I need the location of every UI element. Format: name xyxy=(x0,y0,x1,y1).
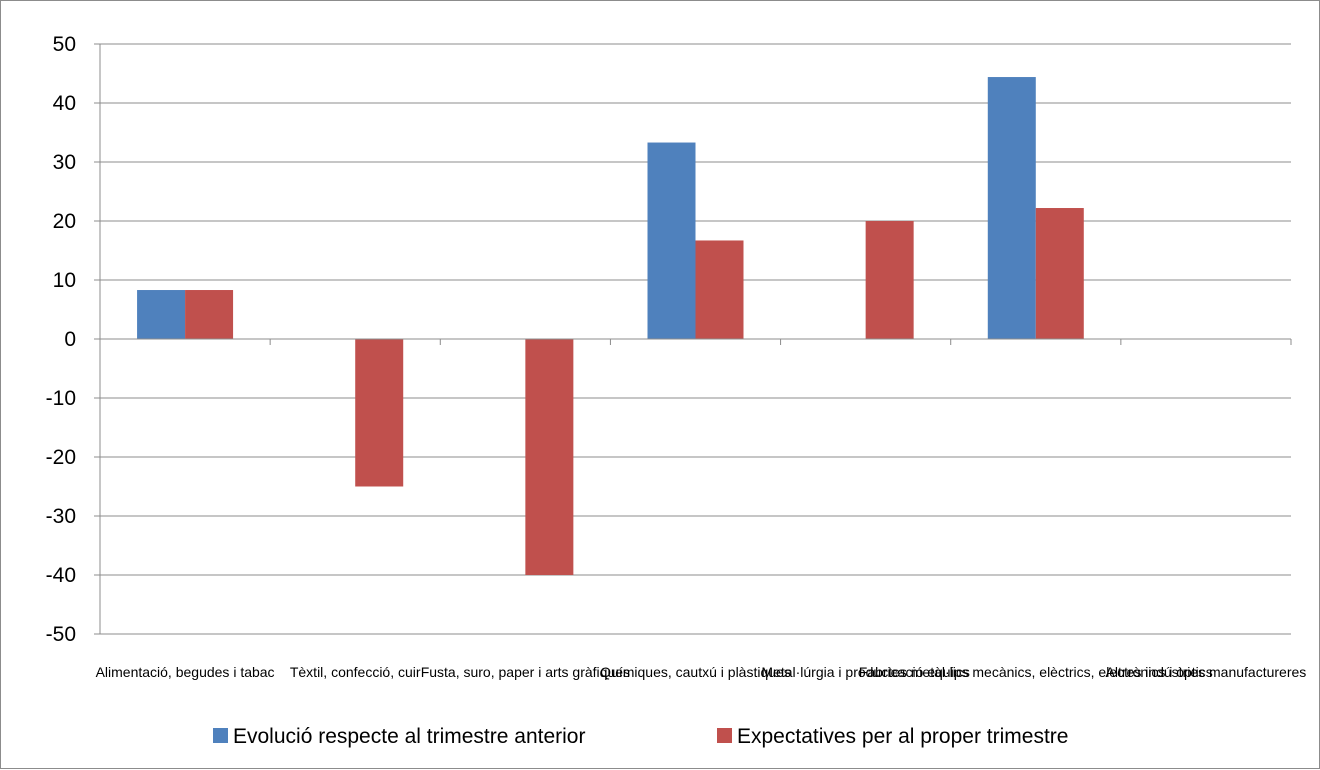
legend-swatch-2 xyxy=(717,728,732,743)
axes xyxy=(94,43,1292,635)
bar-series-2-cat-6 xyxy=(1035,208,1084,339)
bar-series-1-cat-1 xyxy=(137,290,186,339)
legend-label-2: Expectatives per al proper trimestre xyxy=(737,725,1068,748)
bar-series-2-cat-1 xyxy=(185,290,234,339)
legend: Evolució respecte al trimestre anterior E… xyxy=(213,725,1068,748)
y-tick-label: 50 xyxy=(53,33,76,56)
legend-swatch-1 xyxy=(213,728,228,743)
y-tick-label: -30 xyxy=(46,505,76,528)
category-label: Altres indústries manufactureres xyxy=(1106,664,1307,680)
category-label: Fabricació equips mecànics, elèctrics, e… xyxy=(859,664,1213,680)
legend-label-1: Evolució respecte al trimestre anterior xyxy=(233,725,585,748)
bar-series-2-cat-3 xyxy=(525,339,574,575)
bar-series-2-cat-2 xyxy=(355,339,404,487)
category-label: Fusta, suro, paper i arts gràfiques xyxy=(421,664,630,680)
category-label: Metal·lúrgia i productes metàl·lics xyxy=(761,664,970,680)
category-labels: Alimentació, begudes i tabac Tèxtil, conf… xyxy=(96,664,1307,680)
y-tick-label: -40 xyxy=(46,564,76,587)
bars xyxy=(137,77,1084,575)
bar-series-1-cat-4 xyxy=(647,142,696,339)
bar-series-1-cat-6 xyxy=(987,77,1036,339)
category-label: Alimentació, begudes i tabac xyxy=(96,664,275,680)
bar-series-2-cat-5 xyxy=(865,221,914,339)
y-tick-label: -50 xyxy=(46,623,76,646)
bar-series-2-cat-4 xyxy=(695,240,744,339)
y-tick-labels: 50 40 30 20 10 0 -10 -20 -30 -40 -50 xyxy=(46,33,76,646)
y-tick-label: 0 xyxy=(64,328,76,351)
y-tick-label: -20 xyxy=(46,446,76,469)
y-tick-label: 40 xyxy=(53,92,76,115)
y-tick-label: 20 xyxy=(53,210,76,233)
category-label: Químiques, cautxú i plàstiques xyxy=(600,664,791,680)
y-tick-label: 10 xyxy=(53,269,76,292)
y-tick-label: -10 xyxy=(46,387,76,410)
y-tick-label: 30 xyxy=(53,151,76,174)
category-label: Tèxtil, confecció, cuir xyxy=(290,664,421,680)
